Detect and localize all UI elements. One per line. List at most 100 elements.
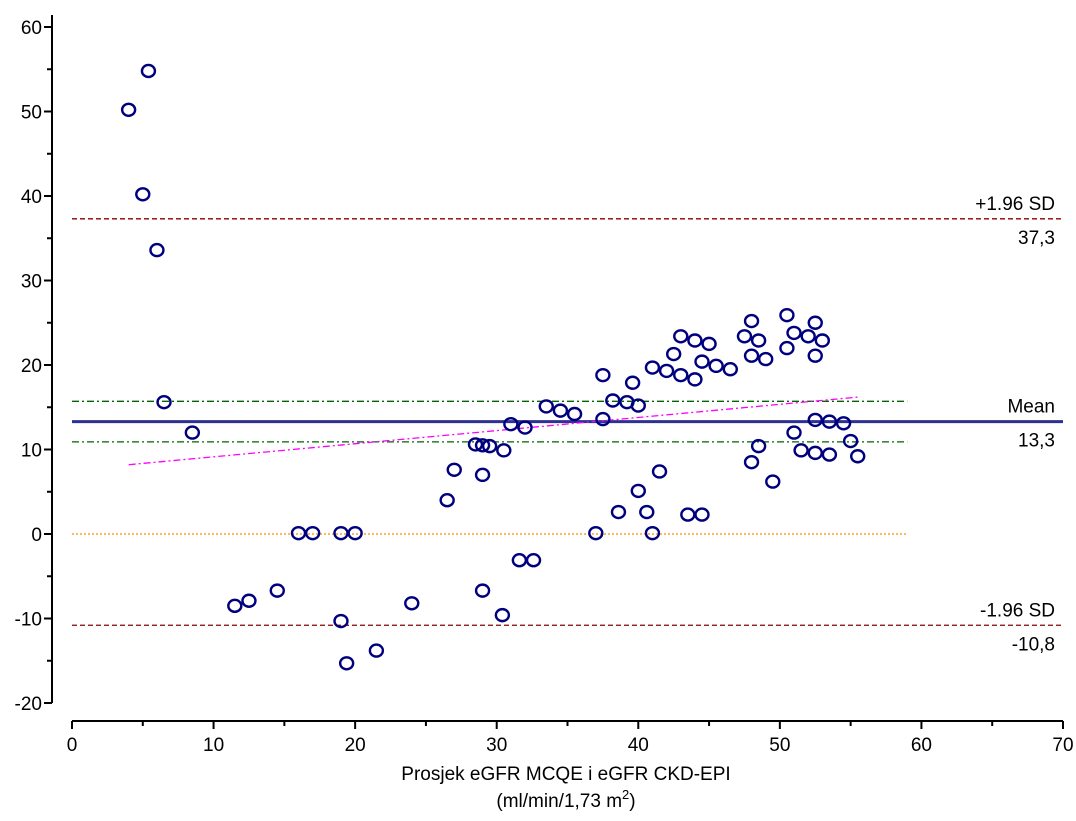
data-point [644, 360, 661, 375]
data-point [439, 493, 455, 508]
data-point [630, 483, 646, 499]
data-point [588, 525, 604, 541]
x-axis-unit-superscript: 2 [622, 787, 629, 802]
y-tick-label: 0 [31, 525, 42, 546]
reference-lines [72, 218, 1063, 626]
data-point [610, 504, 627, 520]
data-point [687, 333, 703, 348]
ref-label-mean: Mean [1007, 397, 1055, 418]
data-point [807, 315, 823, 330]
data-point [290, 525, 307, 541]
data-point [779, 340, 795, 356]
data-point [835, 416, 852, 431]
data-point [446, 462, 462, 477]
data-point [786, 425, 802, 440]
data-point [227, 598, 243, 614]
x-tick-label: 60 [911, 735, 932, 756]
data-point [404, 596, 420, 611]
data-point [743, 348, 760, 363]
x-axis-unit-prefix: (ml/min/1,73 m [496, 791, 622, 812]
data-point [850, 449, 866, 464]
data-point [821, 414, 838, 429]
data-point [694, 507, 710, 522]
data-point [156, 394, 172, 410]
data-point [786, 325, 802, 341]
y-tick-label: 10 [21, 441, 42, 462]
data-point [750, 438, 767, 454]
data-point [494, 607, 511, 623]
x-axis-unit-suffix: ) [629, 791, 635, 812]
x-tick-label: 20 [345, 735, 366, 756]
data-point [644, 525, 661, 541]
data-point [651, 464, 668, 479]
x-tick-label: 70 [1052, 735, 1073, 756]
data-point [736, 329, 753, 344]
ref-label-lower-loa: -1.96 SD [980, 600, 1055, 621]
data-point [807, 412, 823, 428]
data-point [140, 63, 157, 79]
data-point [474, 467, 491, 483]
data-point [842, 433, 859, 449]
data-point [368, 643, 385, 658]
ref-value-upper-loa: 37,3 [1018, 228, 1055, 249]
data-point [694, 354, 710, 369]
axes [51, 15, 1063, 722]
x-axis-ticks: 0 10 20 30 40 50 60 70 [67, 721, 1074, 756]
data-point [333, 525, 349, 541]
data-point [673, 367, 689, 383]
x-tick-label: 50 [769, 735, 790, 756]
ref-value-mean: 13,3 [1018, 431, 1055, 452]
data-point [149, 242, 165, 258]
data-point [708, 358, 724, 374]
data-point [765, 474, 781, 489]
data-point [814, 333, 831, 348]
data-point [605, 393, 621, 408]
data-points [120, 63, 866, 671]
data-point [687, 372, 703, 387]
data-point [474, 583, 491, 598]
y-tick-label: 60 [21, 18, 42, 39]
data-point [566, 406, 583, 422]
y-tick-label: 30 [21, 272, 42, 293]
data-point [743, 454, 760, 470]
data-point [338, 656, 355, 671]
data-point [807, 348, 823, 363]
reference-line-labels: +1.96 SD 37,3 Mean 13,3 -1.96 SD -10,8 [975, 194, 1055, 655]
y-tick-label: 50 [21, 103, 42, 124]
data-point [347, 525, 363, 541]
data-point [538, 399, 554, 414]
data-point [135, 187, 151, 202]
data-point [525, 552, 542, 568]
data-point [552, 403, 569, 418]
x-tick-label: 40 [628, 735, 649, 756]
x-tick-label: 10 [203, 735, 224, 756]
data-point [758, 351, 774, 367]
data-point [722, 362, 739, 377]
data-point [639, 504, 655, 520]
data-point [743, 313, 760, 329]
data-point [779, 307, 795, 323]
x-tick-label: 30 [486, 735, 507, 756]
data-point [467, 437, 484, 452]
y-tick-label: -20 [15, 694, 42, 715]
data-point [665, 346, 682, 362]
data-point [793, 443, 809, 458]
data-point [503, 416, 519, 432]
ref-value-lower-loa: -10,8 [1012, 634, 1055, 655]
data-point [184, 425, 201, 440]
data-point [750, 333, 767, 348]
data-point [807, 445, 823, 461]
y-tick-label: 20 [21, 356, 42, 377]
data-point [481, 438, 498, 454]
data-point [800, 329, 816, 344]
x-tick-label: 0 [67, 735, 78, 756]
data-point [595, 367, 611, 383]
data-point [821, 447, 838, 462]
regression-line [128, 396, 858, 466]
data-point [241, 593, 257, 608]
data-point [595, 411, 611, 427]
data-point [269, 583, 285, 598]
data-point [517, 420, 533, 435]
data-point [496, 443, 512, 458]
